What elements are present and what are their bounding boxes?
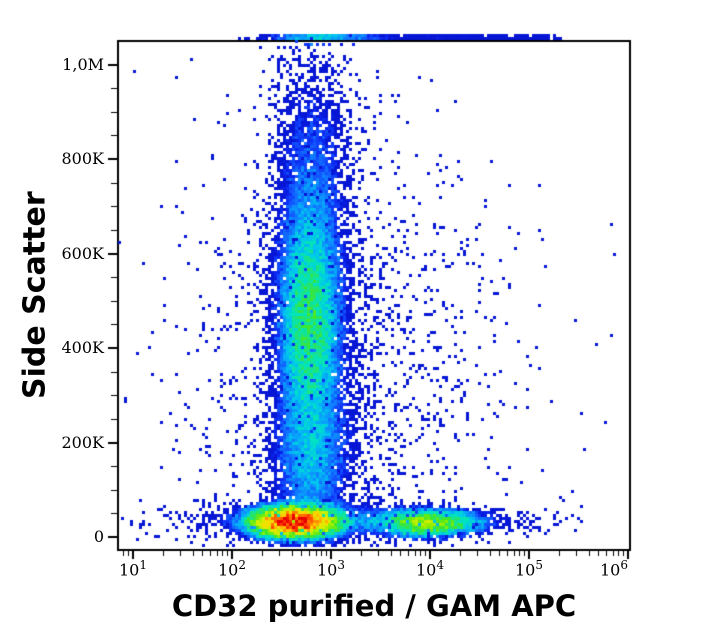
x-tick-label: 102 [218,558,246,580]
y-tick-label: 1,0M [62,55,104,74]
y-tick-label: 800K [61,149,105,168]
x-tick-label: 104 [416,558,444,580]
x-tick-label: 106 [600,558,628,580]
y-tick-label: 400K [61,338,105,357]
y-tick-label: 0 [93,527,104,546]
x-tick-label: 103 [317,558,345,580]
y-tick-label: 600K [61,244,105,263]
x-tick-label: 105 [515,558,543,580]
x-tick-label: 101 [119,558,147,580]
y-tick-label: 200K [61,433,105,452]
x-axis-title: CD32 purified / GAM APC [171,589,577,623]
y-axis-title: Side Scatter [17,191,53,400]
